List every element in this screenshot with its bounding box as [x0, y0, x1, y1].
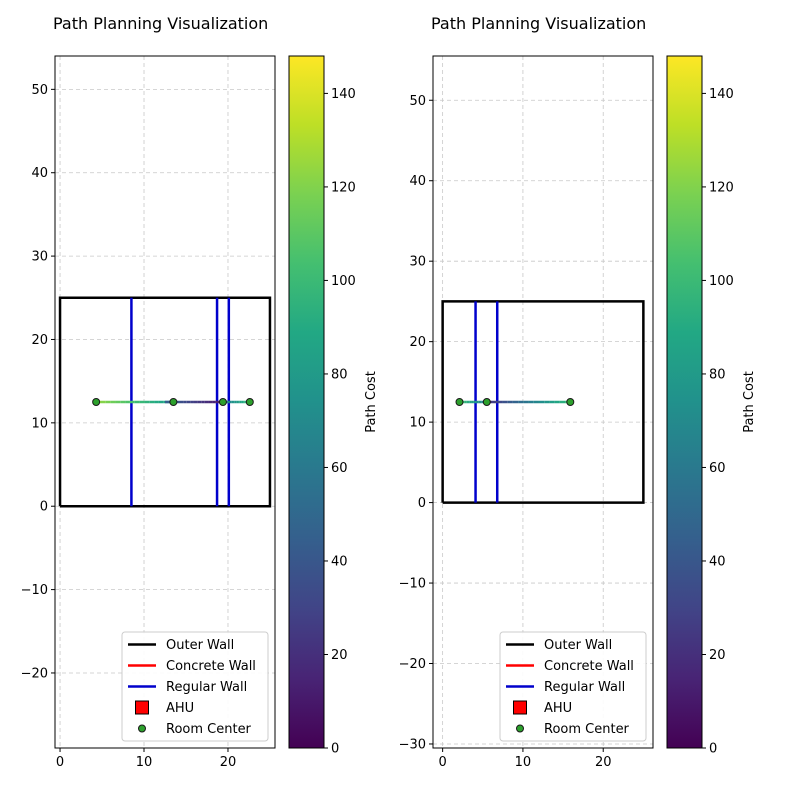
colorbar-tick-label: 120 [709, 180, 734, 195]
x-tick-label: 10 [136, 755, 153, 770]
y-tick-label: −10 [21, 583, 48, 598]
axis-ticks: 0 10 20 −30 −20 −10 0 10 20 30 40 50 [399, 94, 612, 770]
legend-label: Room Center [544, 722, 630, 737]
colorbar-tick-label: 0 [709, 742, 717, 757]
room-center-point [482, 398, 491, 406]
colorbar-tick-label: 20 [331, 648, 348, 663]
legend-label: Concrete Wall [544, 659, 634, 674]
legend: Outer Wall Concrete Wall Regular Wall AHU Ro… [121, 631, 269, 742]
colorbar-tick-label: 100 [709, 274, 734, 289]
legend-label: AHU [544, 701, 572, 716]
colorbar-tick-label: 100 [331, 274, 356, 289]
colorbar-tick-label: 20 [709, 648, 726, 663]
colorbar-tick-label: 40 [331, 554, 348, 569]
colorbar-label: Path Cost [742, 371, 757, 433]
room-center-point [245, 398, 254, 406]
x-tick-label: 20 [595, 755, 612, 770]
colorbar-tick-label: 60 [709, 461, 726, 476]
colorbar: 0 20 40 60 80 100 120 140 Path Cost [288, 55, 379, 757]
y-tick-label: −30 [399, 737, 426, 752]
legend-label: Room Center [166, 722, 252, 737]
legend-handle-room-center [138, 724, 146, 733]
room-center-point [169, 398, 178, 406]
room-center-point [455, 398, 464, 406]
colorbar: 0 20 40 60 80 100 120 140 Path Cost [666, 55, 757, 757]
colorbar-gradient [666, 55, 703, 749]
colorbar-tick-label: 120 [331, 180, 356, 195]
room-center-point [566, 398, 575, 406]
x-tick-label: 20 [220, 755, 237, 770]
colorbar-gradient [288, 55, 325, 749]
y-tick-label: 10 [409, 416, 426, 431]
colorbar-tick-label: 140 [709, 87, 734, 102]
legend-label: Outer Wall [166, 638, 234, 653]
subplot-1: Path Planning Visualization 0 10 20−20−100… [21, 14, 379, 770]
legend: Outer Wall Concrete Wall Regular Wall AHU Ro… [499, 631, 647, 742]
colorbar-tick-label: 40 [709, 554, 726, 569]
legend-label: Regular Wall [544, 680, 625, 695]
x-tick-label: 10 [515, 755, 532, 770]
room-centers [455, 398, 575, 406]
colorbar-label: Path Cost [364, 371, 379, 433]
legend-handle-room-center [516, 724, 524, 733]
legend-label: Regular Wall [166, 680, 247, 695]
room-center-point [92, 398, 101, 406]
plot-frame [54, 55, 276, 749]
y-tick-label: −20 [399, 657, 426, 672]
axis-ticks: 0 10 20 −20 −10 0 10 20 30 40 50 [21, 83, 237, 770]
colorbar-tick-label: 80 [709, 367, 726, 382]
legend-label: Concrete Wall [166, 659, 256, 674]
colorbar-tick-label: 60 [331, 461, 348, 476]
y-tick-label: 30 [409, 255, 426, 270]
y-tick-label: 0 [40, 500, 48, 515]
legend-handle-ahu [513, 700, 527, 715]
x-tick-label: 0 [56, 755, 64, 770]
colorbar-tick-label: 140 [331, 87, 356, 102]
room-center-point [218, 398, 227, 406]
y-tick-label: 40 [409, 174, 426, 189]
colorbar-tick-label: 0 [331, 742, 339, 757]
y-tick-label: 50 [409, 94, 426, 109]
y-tick-label: 50 [31, 83, 48, 98]
plot-frame [432, 55, 654, 749]
y-tick-label: 30 [31, 250, 48, 265]
legend-box [121, 631, 269, 742]
chart-title: Path Planning Visualization [53, 14, 268, 33]
y-tick-label: 20 [31, 333, 48, 348]
y-tick-label: 40 [31, 166, 48, 181]
y-tick-label: 20 [409, 335, 426, 350]
chart-title: Path Planning Visualization [431, 14, 646, 33]
y-tick-label: 10 [31, 416, 48, 431]
y-tick-label: 0 [418, 496, 426, 511]
legend-box [499, 631, 647, 742]
legend-handle-ahu [135, 700, 149, 715]
outer-wall [58, 296, 272, 508]
legend-label: Outer Wall [544, 638, 612, 653]
y-tick-label: −20 [21, 666, 48, 681]
colorbar-tick-label: 80 [331, 367, 348, 382]
room-centers [92, 398, 254, 406]
y-tick-label: −10 [399, 577, 426, 592]
legend-label: AHU [166, 701, 194, 716]
outer-wall [441, 300, 645, 504]
x-tick-label: 0 [438, 755, 446, 770]
subplot-2: Path Planning Visualization 0 10 20 −30 −20 −… [399, 14, 757, 770]
